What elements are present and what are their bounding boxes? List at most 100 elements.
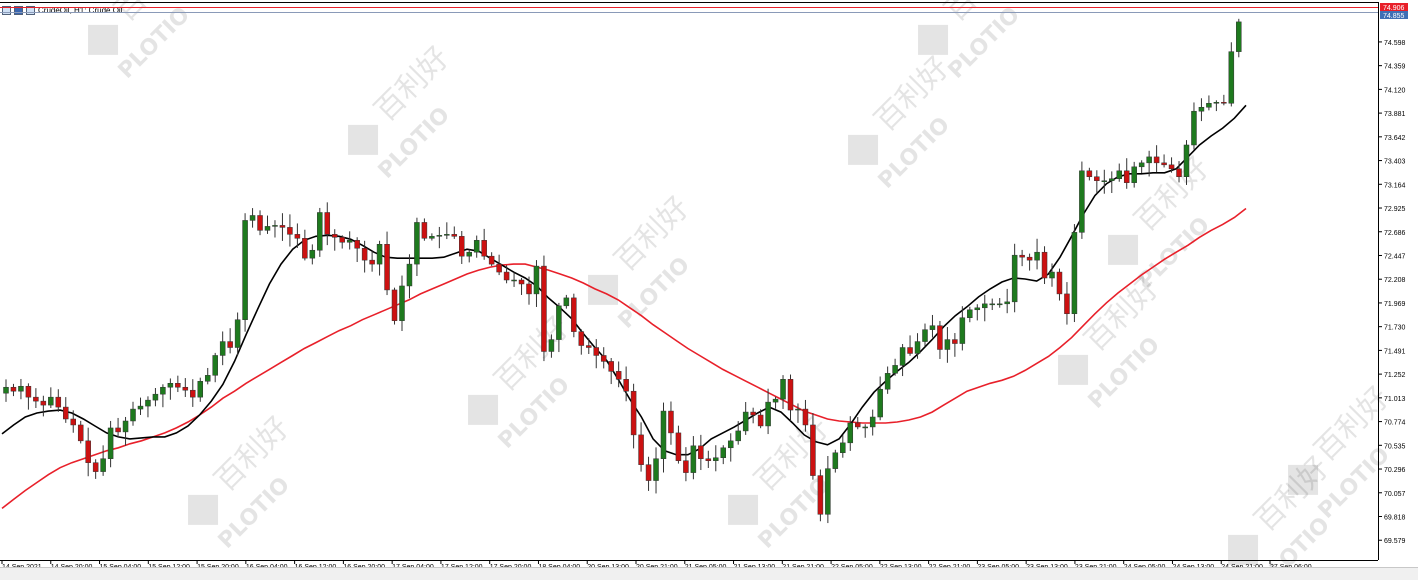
candle-body <box>533 265 540 295</box>
candle-body <box>1109 178 1115 181</box>
candle-body <box>750 411 756 416</box>
y-tick-label: 73.403 <box>1384 159 1406 166</box>
candle-body <box>1131 166 1137 183</box>
candle-body <box>511 279 517 282</box>
bid-label-bg <box>1380 11 1408 19</box>
price-lines <box>0 7 1378 13</box>
x-tick-label: 24 Sep 21:00 <box>1221 564 1263 568</box>
candle-body <box>3 386 9 394</box>
candle-body <box>227 341 233 348</box>
candle-body <box>182 386 189 391</box>
watermark-logo <box>188 494 219 525</box>
candle-body <box>100 458 106 472</box>
x-tick-label: 23 Sep 05:00 <box>977 564 1019 568</box>
x-tick-label: 18 Sep 04:00 <box>538 564 580 568</box>
watermark-logo <box>918 24 949 55</box>
candle-body <box>331 234 338 238</box>
candle-body <box>70 418 76 426</box>
x-tick-label: 16 Sep 12:00 <box>295 564 337 568</box>
candle-body <box>1041 251 1048 279</box>
candle-body <box>974 307 981 311</box>
candle-body <box>1026 256 1033 261</box>
x-tick-label: 21 Sep 05:00 <box>685 564 727 568</box>
candle-body <box>152 393 159 401</box>
candle-body <box>563 297 570 307</box>
candle-body <box>444 234 450 236</box>
candle-body <box>130 408 136 422</box>
watermark-logo <box>88 24 119 55</box>
candle-body <box>1176 168 1182 177</box>
y-tick-label: 74.598 <box>1384 40 1406 47</box>
watermark-logo <box>1228 534 1259 565</box>
watermark-logo <box>1108 234 1139 265</box>
candle-body <box>690 445 697 473</box>
candle-body <box>892 365 898 374</box>
candle-body <box>1056 271 1063 295</box>
x-tick-label: 20 Sep 13:00 <box>587 564 629 568</box>
candle-body <box>817 475 824 515</box>
candle-body <box>660 410 667 459</box>
y-tick-label: 71.730 <box>1384 325 1406 332</box>
candle-body <box>33 396 39 402</box>
candle-body <box>324 212 331 235</box>
candle-body <box>145 399 151 407</box>
chart-icon[interactable] <box>14 5 23 15</box>
candle-body <box>1079 170 1085 233</box>
candle-body <box>1034 251 1040 261</box>
y-tick-label: 72.925 <box>1384 206 1406 213</box>
window-icon[interactable] <box>2 5 11 15</box>
candle-body <box>167 383 174 388</box>
candle-body <box>436 235 443 237</box>
candle-body <box>705 458 712 461</box>
candle-body <box>541 265 547 352</box>
candle-body <box>399 285 405 321</box>
symbol-icon[interactable] <box>26 5 35 15</box>
candle-body <box>1123 170 1130 183</box>
candle-body <box>907 347 913 354</box>
y-tick-label: 72.208 <box>1384 277 1406 284</box>
candle-body <box>1086 170 1093 177</box>
watermark-logo <box>348 124 379 155</box>
x-tick-label: 14 Sep 20:00 <box>51 564 93 568</box>
candle-body <box>675 432 682 461</box>
candle-body <box>593 347 599 356</box>
candle-body <box>847 422 854 444</box>
candle-body <box>466 251 472 257</box>
candle-body <box>219 341 226 356</box>
candle-body <box>1161 162 1167 166</box>
candle-body <box>287 227 293 235</box>
candle-body <box>1213 102 1220 104</box>
candle-body <box>317 212 323 251</box>
candle-body <box>526 283 532 295</box>
candle-body <box>967 309 973 318</box>
candle-body <box>160 386 166 395</box>
candle-body <box>1004 301 1010 305</box>
candle-body <box>1138 162 1145 168</box>
y-tick-label: 74.120 <box>1384 87 1406 94</box>
y-tick-label: 69.818 <box>1384 514 1406 521</box>
candle-body <box>175 383 181 388</box>
candle-body <box>556 305 562 340</box>
y-tick-label: 72.447 <box>1384 253 1406 260</box>
y-tick-label: 71.013 <box>1384 396 1406 403</box>
candle-body <box>1101 180 1108 182</box>
candle-body <box>518 279 525 285</box>
candle-body <box>899 347 906 366</box>
candle-body <box>877 388 883 418</box>
candle-body <box>212 355 218 376</box>
candle-body <box>25 385 32 398</box>
candle-body <box>1168 164 1175 170</box>
candle-body <box>1183 144 1190 177</box>
candle-body <box>85 440 91 463</box>
candle-body <box>115 427 121 433</box>
candle-body <box>869 416 876 428</box>
candle-body <box>257 215 263 231</box>
candle-body <box>780 379 786 400</box>
x-tick-label: 24 Sep 05:00 <box>1124 564 1166 568</box>
y-tick-label: 72.686 <box>1384 230 1406 237</box>
candle-body <box>1228 51 1235 104</box>
candle-body <box>92 462 99 472</box>
